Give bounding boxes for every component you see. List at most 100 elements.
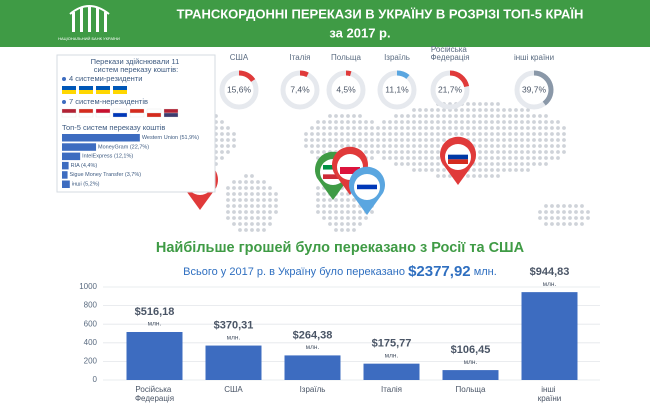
- map-dot: [394, 120, 398, 124]
- map-dot: [328, 216, 332, 220]
- map-dot: [538, 138, 542, 142]
- donut-arc: [396, 70, 410, 80]
- map-dot: [466, 102, 470, 106]
- map-dot: [406, 162, 410, 166]
- map-dot: [346, 132, 350, 136]
- map-dot: [268, 186, 272, 190]
- map-dot: [250, 192, 254, 196]
- map-dot: [406, 114, 410, 118]
- map-dot: [346, 228, 350, 232]
- map-dot: [304, 132, 308, 136]
- map-dot: [400, 138, 404, 142]
- map-dot: [256, 180, 260, 184]
- map-dot: [364, 138, 368, 142]
- map-dot: [394, 114, 398, 118]
- hbar: [62, 143, 97, 151]
- hbar: [62, 171, 68, 179]
- map-dot: [262, 228, 266, 232]
- hbar-value: (51,9%): [180, 135, 199, 141]
- map-dot: [496, 120, 500, 124]
- map-dot: [376, 150, 380, 154]
- map-dot: [394, 126, 398, 130]
- map-dot: [256, 186, 260, 190]
- map-dot: [334, 228, 338, 232]
- map-dot: [346, 210, 350, 214]
- bullet: [62, 100, 66, 104]
- map-dot: [436, 114, 440, 118]
- donut-arc: [449, 70, 470, 88]
- map-dot: [226, 150, 230, 154]
- map-dot: [424, 162, 428, 166]
- map-dot: [316, 150, 320, 154]
- map-dot: [340, 216, 344, 220]
- map-dot: [544, 138, 548, 142]
- map-dot: [244, 180, 248, 184]
- flag: [112, 112, 128, 118]
- map-dot: [502, 150, 506, 154]
- y-tick-label: 200: [84, 357, 98, 366]
- map-dot: [418, 132, 422, 136]
- map-dot: [436, 138, 440, 142]
- hbar-value: (5,2%): [83, 182, 99, 188]
- map-dot: [490, 168, 494, 172]
- map-dot: [412, 150, 416, 154]
- logo-text: НАЦІОНАЛЬНИЙ БАНК УКРАЇНИ: [58, 36, 120, 41]
- map-dot: [370, 132, 374, 136]
- map-dot: [430, 168, 434, 172]
- map-dot: [346, 138, 350, 142]
- systems-intro: Перекази здійснювали 11 систем переказу …: [91, 57, 182, 74]
- pin-flag: [340, 160, 360, 167]
- map-dot: [478, 156, 482, 160]
- map-dot: [526, 108, 530, 112]
- map-dot: [472, 168, 476, 172]
- map-dot: [424, 126, 428, 130]
- map-dot: [346, 126, 350, 130]
- bullet: [62, 77, 66, 81]
- map-dot: [316, 126, 320, 130]
- map-dot: [412, 144, 416, 148]
- map-dot: [340, 204, 344, 208]
- map-dot: [340, 132, 344, 136]
- map-dot: [340, 114, 344, 118]
- map-dot: [532, 138, 536, 142]
- map-dot: [310, 132, 314, 136]
- flag: [78, 108, 94, 114]
- map-dot: [388, 132, 392, 136]
- map-dot: [484, 120, 488, 124]
- donut-arc: [238, 70, 256, 83]
- map-dot: [424, 150, 428, 154]
- map-dot: [538, 210, 542, 214]
- map-dot: [418, 108, 422, 112]
- map-dot: [388, 156, 392, 160]
- map-dot: [316, 132, 320, 136]
- map-dot: [550, 120, 554, 124]
- map-dot: [256, 204, 260, 208]
- map-dot: [484, 162, 488, 166]
- map-dot: [568, 204, 572, 208]
- flag: [163, 108, 179, 114]
- map-dot: [346, 204, 350, 208]
- donut-value: 7,4%: [290, 84, 310, 94]
- map-dot: [508, 138, 512, 142]
- map-dot: [430, 138, 434, 142]
- map-dot: [244, 192, 248, 196]
- map-dot: [442, 132, 446, 136]
- map-dot: [346, 216, 350, 220]
- value-unit: млн.: [385, 352, 399, 359]
- y-tick-label: 800: [84, 301, 98, 310]
- total-unit: млн.: [474, 266, 497, 278]
- map-dot: [436, 168, 440, 172]
- map-dot: [472, 132, 476, 136]
- map-dot: [472, 126, 476, 130]
- map-dot: [346, 222, 350, 226]
- hbar: [62, 152, 81, 161]
- map-dot: [520, 144, 524, 148]
- map-dot: [232, 132, 236, 136]
- flag: [78, 112, 94, 118]
- map-dot: [268, 210, 272, 214]
- map-dot: [454, 114, 458, 118]
- map-dot: [400, 120, 404, 124]
- map-dot: [556, 144, 560, 148]
- map-dot: [376, 132, 380, 136]
